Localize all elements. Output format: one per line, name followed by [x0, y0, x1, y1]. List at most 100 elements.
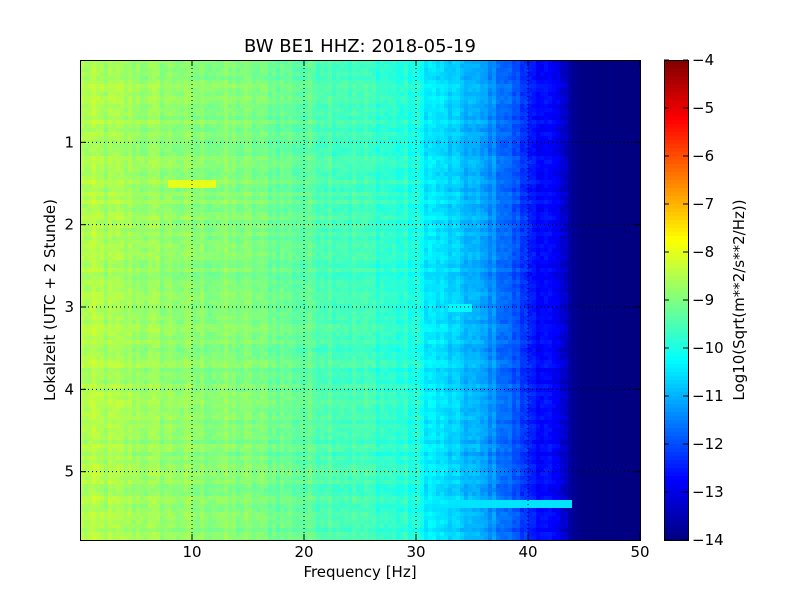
heatmap-cell [408, 200, 413, 205]
heatmap-cell [444, 72, 449, 77]
heatmap-cell [592, 132, 597, 137]
heatmap-cell [348, 108, 353, 113]
heatmap-cell [620, 120, 625, 125]
heatmap-cell [304, 92, 309, 97]
heatmap-cell [376, 72, 381, 77]
heatmap-cell [244, 148, 249, 153]
heatmap-cell [152, 144, 157, 149]
heatmap-cell [496, 68, 501, 73]
heatmap-cell [204, 180, 209, 185]
heatmap-cell [280, 64, 285, 69]
heatmap-cell [232, 76, 237, 81]
heatmap-cell [100, 92, 105, 97]
heatmap-cell [80, 84, 85, 89]
heatmap-cell [356, 192, 361, 197]
heatmap-cell [428, 76, 433, 81]
heatmap-cell [544, 196, 549, 201]
heatmap-cell [224, 164, 229, 169]
heatmap-cell [392, 188, 397, 193]
heatmap-cell [272, 104, 277, 109]
heatmap-cell [436, 140, 441, 145]
heatmap-cell [608, 164, 613, 169]
heatmap-cell [116, 160, 121, 165]
heatmap-cell [524, 160, 529, 165]
heatmap-cell [516, 92, 521, 97]
heatmap-cell [424, 152, 429, 157]
heatmap-cell [244, 120, 249, 125]
heatmap-cell [508, 84, 513, 89]
heatmap-cell [400, 148, 405, 153]
heatmap-cell [112, 200, 117, 205]
heatmap-cell [108, 64, 113, 69]
heatmap-cell [156, 76, 161, 81]
heatmap-cell [160, 84, 165, 89]
heatmap-cell [108, 124, 113, 129]
heatmap-cell [592, 188, 597, 193]
heatmap-cell [408, 64, 413, 69]
heatmap-cell [296, 192, 301, 197]
heatmap-cell [496, 124, 501, 129]
heatmap-cell [400, 60, 405, 65]
heatmap-cell [476, 72, 481, 77]
heatmap-cell [628, 168, 633, 173]
heatmap-cell [480, 116, 485, 121]
heatmap-cell [288, 196, 293, 201]
heatmap-cell [144, 176, 149, 181]
heatmap-cell [128, 180, 133, 185]
heatmap-cell [360, 104, 365, 109]
heatmap-cell [104, 176, 109, 181]
heatmap-cell [108, 108, 113, 113]
heatmap-cell [304, 168, 309, 173]
heatmap-cell [428, 64, 433, 69]
heatmap-cell [268, 112, 273, 117]
heatmap-cell [180, 132, 185, 137]
heatmap-cell [608, 92, 613, 97]
heatmap-cell [224, 84, 229, 89]
heatmap-cell [424, 132, 429, 137]
heatmap-cell [636, 76, 641, 81]
heatmap-cell [216, 92, 221, 97]
heatmap-cell [100, 80, 105, 85]
heatmap-cell [400, 184, 405, 189]
heatmap-cell [616, 140, 621, 145]
heatmap-cell [520, 184, 525, 189]
heatmap-cell [168, 112, 173, 117]
heatmap-cell [88, 188, 93, 193]
heatmap-cell [264, 92, 269, 97]
heatmap-cell [144, 132, 149, 137]
heatmap-cell [576, 124, 581, 129]
heatmap-cell [432, 96, 437, 101]
heatmap-cell [448, 172, 453, 177]
heatmap-cell [340, 96, 345, 101]
heatmap-cell [212, 84, 217, 89]
heatmap-cell [180, 192, 185, 197]
heatmap-cell [536, 144, 541, 149]
heatmap-cell [616, 68, 621, 73]
heatmap-cell [552, 124, 557, 129]
heatmap-cell [344, 100, 349, 105]
heatmap-cell [88, 160, 93, 165]
heatmap-cell [532, 120, 537, 125]
heatmap-cell [328, 120, 333, 125]
heatmap-cell [616, 164, 621, 169]
heatmap-cell [628, 116, 633, 121]
heatmap-cell [268, 104, 273, 109]
heatmap-cell [100, 152, 105, 157]
heatmap-cell [308, 200, 313, 205]
heatmap-cell [476, 172, 481, 177]
heatmap-cell [260, 116, 265, 121]
heatmap-cell [256, 76, 261, 81]
heatmap-cell [288, 172, 293, 177]
heatmap-cell [260, 60, 265, 65]
heatmap-cell [436, 192, 441, 197]
heatmap-cell [224, 192, 229, 197]
heatmap-cell [104, 132, 109, 137]
heatmap-cell [272, 108, 277, 113]
heatmap-cell [328, 160, 333, 165]
heatmap-cell [340, 84, 345, 89]
heatmap-cell [552, 184, 557, 189]
heatmap-cell [404, 180, 409, 185]
heatmap-cell [628, 132, 633, 137]
heatmap-cell [520, 168, 525, 173]
